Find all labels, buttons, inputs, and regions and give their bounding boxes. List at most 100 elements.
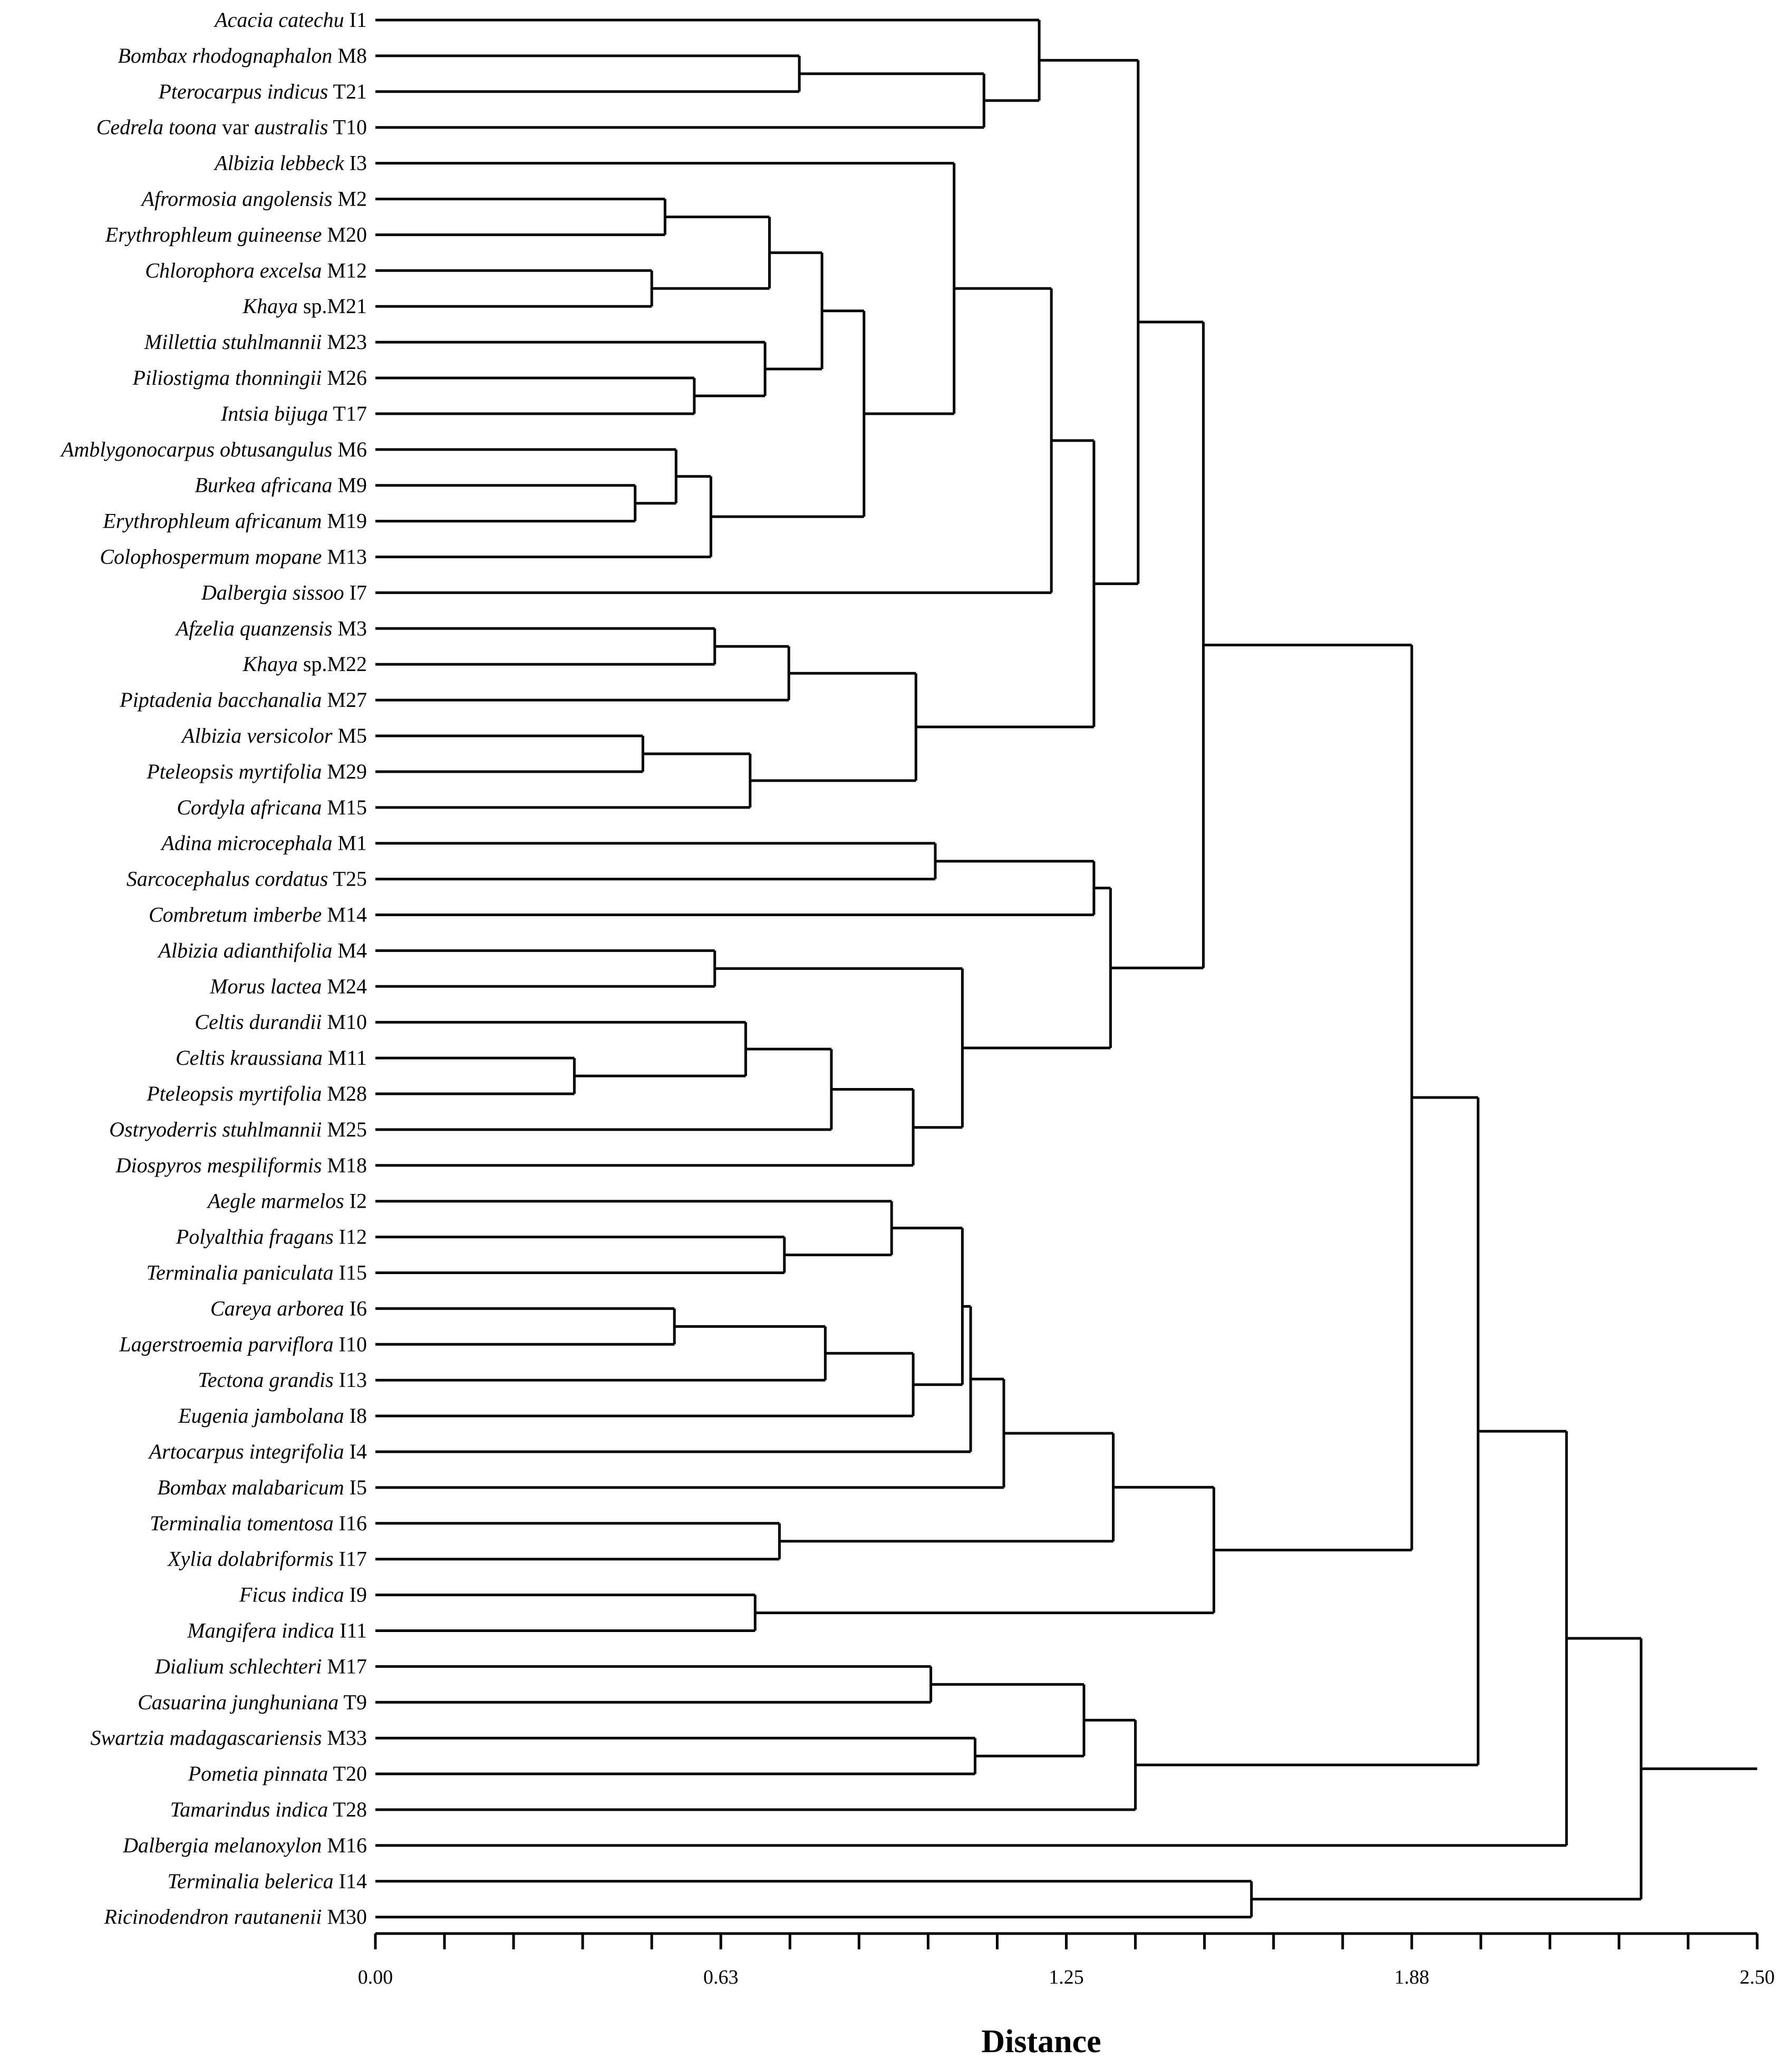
- cluster-as: [1203, 644, 1413, 1551]
- leaf-label-m5: Albizia versicolor M5: [180, 724, 367, 747]
- cluster-z: [375, 1056, 576, 1095]
- leaf-label-m2: Afrormosia angolensis M2: [140, 187, 367, 211]
- leaf-label-i2: Aegle marmelos I2: [206, 1189, 367, 1213]
- leaf-label-i4: Artocarpus integrifolia I4: [148, 1440, 367, 1463]
- cluster-ao: [375, 1522, 781, 1561]
- leaf-label-m27: Piptadenia bacchanalia M27: [119, 688, 367, 712]
- leaf-label-i15: Terminalia paniculata I15: [146, 1261, 367, 1285]
- cluster-ar: [755, 1485, 1215, 1615]
- cluster-aj: [375, 1325, 827, 1382]
- leaf-label-m10: Celtis durandii M10: [195, 1010, 367, 1034]
- leaf-label-i5: Bombax malabaricum I5: [157, 1475, 367, 1499]
- cluster-f: [652, 216, 771, 290]
- leaf-label-t25: Sarcocephalus cordatus T25: [127, 867, 367, 891]
- cluster-ay: [375, 1430, 1568, 1847]
- leaf-label-i14: Terminalia belerica I14: [167, 1869, 367, 1893]
- leaf-label-m12: Chlorophora excelsa M12: [145, 258, 367, 282]
- cluster-ag: [375, 1236, 786, 1274]
- leaf-label-m15: Cordyla africana M15: [177, 795, 367, 819]
- cluster-u: [916, 439, 1096, 729]
- leaf-label-i3: Albizia lebbeck I3: [213, 151, 367, 175]
- leaf-label-t21: Pterocarpus indicus T21: [158, 80, 367, 103]
- leaf-labels: Acacia catechu I1 Bombax rhodognaphalon M…: [60, 8, 367, 1929]
- leaf-label-m18: Diospyros mespiliformis M18: [115, 1153, 367, 1177]
- x-tick-label: 1.25: [1049, 1966, 1084, 1988]
- cluster-j: [375, 484, 637, 523]
- leaf-label-m22: Khaya sp.M22: [242, 652, 367, 676]
- cluster-d: [375, 198, 666, 236]
- leaf-label-i1: Acacia catechu I1: [213, 8, 367, 32]
- leaf-label-m33: Swartzia madagascariensis M33: [90, 1726, 367, 1750]
- cluster-c: [375, 18, 1041, 102]
- leaf-label-m17: Dialium schlechteri M17: [154, 1654, 367, 1678]
- leaf-label-t17: Intsia bijuga T17: [220, 402, 367, 425]
- cluster-al: [892, 1227, 964, 1386]
- cluster-l: [375, 475, 712, 558]
- x-axis-title: Distance: [981, 2024, 1101, 2059]
- cluster-o: [375, 287, 1053, 594]
- cluster-ah: [375, 1200, 893, 1257]
- cluster-b: [375, 72, 985, 129]
- leaf-label-m13: Colophospermum mopane M13: [100, 545, 367, 569]
- x-axis: 0.00 0.63 1.25 1.88 2.50: [358, 1932, 1775, 1988]
- cluster-ab: [375, 1047, 833, 1131]
- x-tick-label: 0.63: [703, 1966, 739, 1988]
- leaf-label-i13: Tectona grandis I13: [198, 1368, 367, 1392]
- cluster-x: [375, 860, 1096, 916]
- cluster-i: [765, 251, 824, 371]
- cluster-w: [375, 842, 937, 881]
- cluster-a: [375, 54, 801, 93]
- cluster-an: [375, 1377, 1005, 1489]
- leaf-label-m23: Millettia stuhlmannii M23: [144, 330, 367, 354]
- cluster-p: [375, 627, 716, 666]
- cluster-v: [1039, 59, 1140, 585]
- leaf-label-i7: Dalbergia sissoo I7: [201, 580, 367, 604]
- x-tick-label: 0.00: [358, 1966, 393, 1988]
- cluster-av: [931, 1683, 1086, 1757]
- cluster-r: [375, 734, 644, 773]
- leaf-label-i17: Xylia dolabriformis I17: [167, 1547, 367, 1571]
- cluster-t: [750, 672, 917, 782]
- leaf-label-i6: Careya arborea I6: [210, 1296, 367, 1320]
- leaf-label-m1: Adina microcephala M1: [160, 831, 367, 855]
- leaf-label-m9: Burkea africana M9: [195, 473, 367, 497]
- leaf-label-m19: Erythrophleum africanum M19: [102, 509, 367, 533]
- leaf-label-t10: Cedrela toona var australis T10: [96, 115, 367, 139]
- leaf-label-m21: Khaya sp.M21: [242, 294, 367, 318]
- cluster-y: [375, 949, 716, 988]
- cluster-af: [1110, 320, 1205, 969]
- cluster-at: [375, 1665, 933, 1704]
- leaf-label-i12: Polyalthia fragans I12: [176, 1225, 367, 1249]
- leaf-label-i9: Ficus indica I9: [239, 1583, 367, 1607]
- leaf-label-m24: Morus lactea M24: [209, 974, 367, 998]
- x-axis-ticks: 0.00 0.63 1.25 1.88 2.50: [358, 1934, 1775, 1988]
- leaf-label-m20: Erythrophleum guineense M20: [105, 222, 367, 246]
- leaf-label-m29: Pteleopsis myrtifolia M29: [146, 760, 367, 783]
- leaf-label-m16: Dalbergia melanoxylon M16: [122, 1833, 367, 1857]
- cluster-g: [375, 376, 696, 415]
- leaf-label-i11: Mangifera indica I11: [187, 1619, 367, 1643]
- cluster-aa: [375, 1021, 747, 1077]
- leaf-label-m4: Albizia adianthifolia M4: [157, 938, 367, 962]
- cluster-ax: [1135, 1096, 1480, 1766]
- leaf-label-m14: Combretum imberbe M14: [149, 903, 367, 927]
- leaf-label-m30: Ricinodendron rautanenii M30: [104, 1905, 367, 1929]
- leaf-label-m11: Celtis kraussiana M11: [176, 1046, 367, 1070]
- leaf-label-m6: Amblygonocarpus obtusangulus M6: [60, 438, 367, 461]
- leaf-label-t9: Casuarina junghuniana T9: [138, 1690, 367, 1714]
- cluster-aw: [375, 1718, 1137, 1811]
- cluster-au: [375, 1736, 976, 1775]
- leaf-label-m25: Ostryoderris stuhlmannii M25: [109, 1118, 367, 1141]
- leaf-label-i8: Eugenia jambolana I8: [178, 1404, 367, 1427]
- cluster-aq: [375, 1594, 757, 1632]
- cluster-e: [375, 269, 653, 308]
- cluster-s: [375, 752, 752, 809]
- leaf-label-m8: Bombax rhodognaphalon M8: [118, 44, 367, 67]
- leaf-label-t28: Tamarindus indica T28: [170, 1798, 367, 1821]
- x-tick-label: 1.88: [1394, 1966, 1430, 1988]
- cluster-az: [375, 1880, 1253, 1919]
- cluster-ba: [1251, 1637, 1643, 1901]
- cluster-h: [375, 341, 767, 397]
- cluster-k: [375, 448, 677, 505]
- cluster-ak: [375, 1352, 915, 1417]
